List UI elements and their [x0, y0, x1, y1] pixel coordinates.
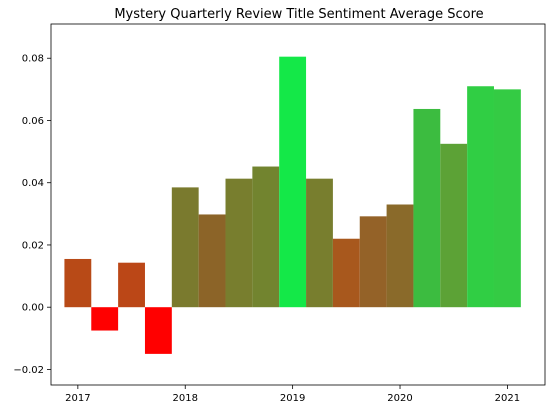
x-tick-label-2017: 2017 — [65, 393, 90, 404]
bar-6 — [226, 179, 253, 308]
x-tick-label-2018: 2018 — [173, 393, 198, 404]
bar-14 — [440, 144, 467, 307]
bar-3 — [145, 307, 172, 354]
y-tick-label-5: 0.08 — [22, 54, 44, 65]
y-tick-label-3: 0.04 — [22, 178, 44, 189]
bars-layer — [64, 57, 520, 354]
x-tick-label-2019: 2019 — [280, 393, 305, 404]
bar-1 — [91, 307, 118, 330]
chart-title: Mystery Quarterly Review Title Sentiment… — [114, 7, 483, 22]
y-tick-label-0: −0.02 — [13, 365, 44, 376]
bar-9 — [306, 179, 333, 308]
bar-13 — [413, 109, 440, 307]
bar-0 — [64, 259, 91, 307]
y-tick-label-4: 0.06 — [22, 116, 44, 127]
bar-16 — [494, 89, 521, 307]
bar-10 — [333, 239, 360, 307]
bar-11 — [360, 216, 387, 307]
bar-8 — [279, 57, 306, 308]
bar-2 — [118, 263, 145, 308]
x-tick-label-2021: 2021 — [495, 393, 520, 404]
x-axis-ticks: 2017 2018 2019 2020 2021 — [65, 385, 520, 404]
bar-5 — [199, 214, 226, 307]
x-tick-label-2020: 2020 — [387, 393, 412, 404]
y-tick-label-2: 0.02 — [22, 240, 44, 251]
y-tick-label-1: 0.00 — [22, 303, 44, 314]
y-axis-ticks: −0.02 0.00 0.02 0.04 0.06 0.08 — [13, 54, 51, 376]
bar-4 — [172, 187, 199, 307]
bar-15 — [467, 86, 494, 307]
bar-7 — [252, 167, 279, 308]
bar-12 — [387, 205, 414, 308]
